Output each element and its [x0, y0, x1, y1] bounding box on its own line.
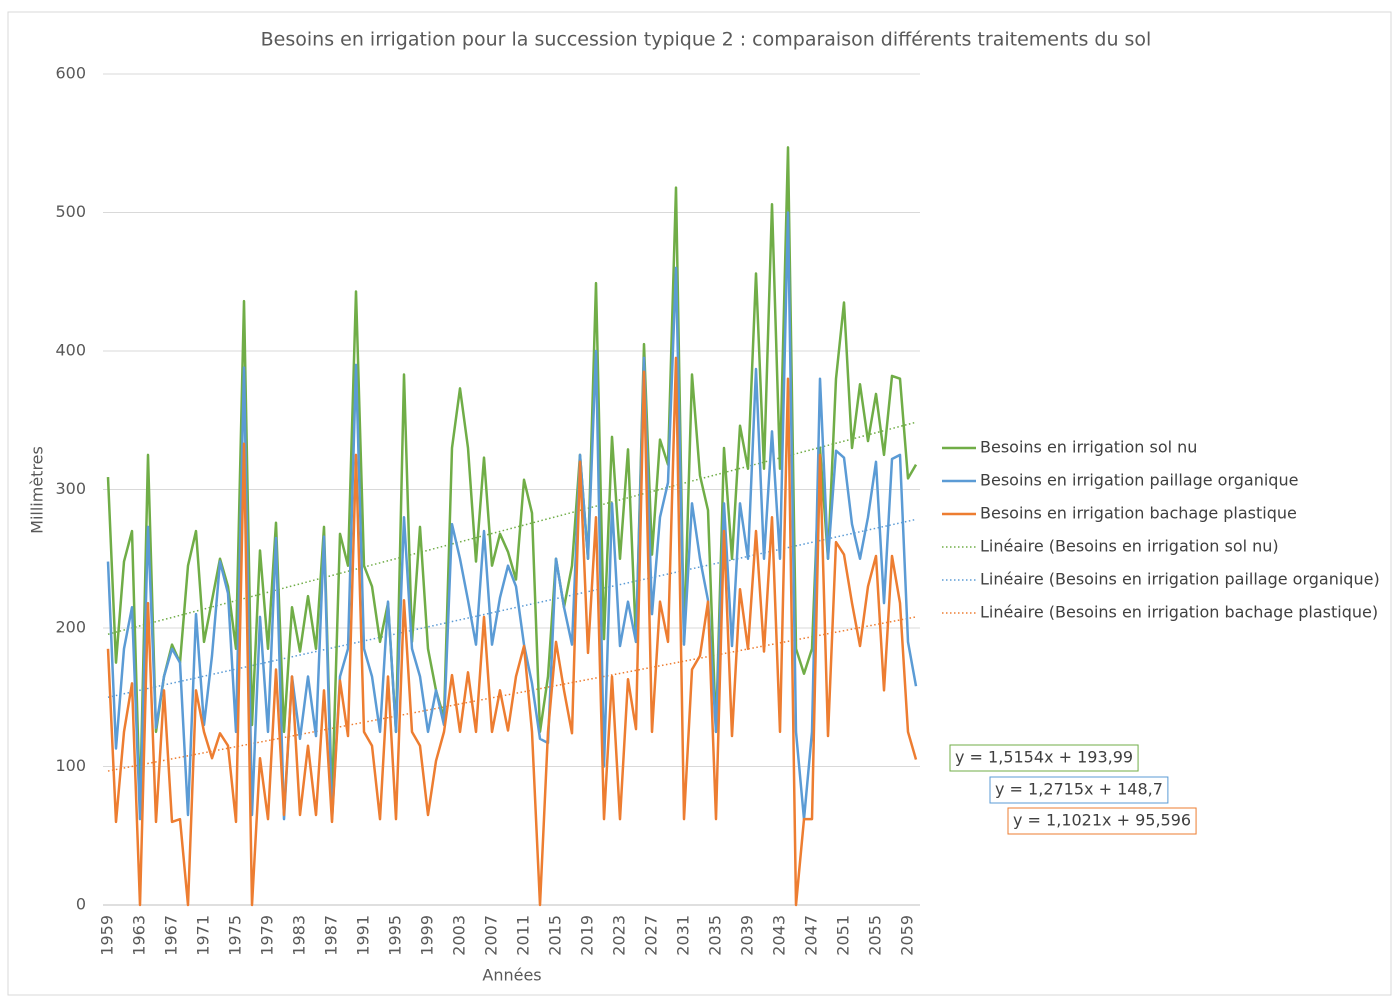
x-tick-label: 1975 — [226, 915, 245, 956]
x-tick-label: 1971 — [194, 915, 213, 956]
legend-label: Besoins en irrigation sol nu — [980, 438, 1197, 457]
x-tick-label: 2027 — [642, 915, 661, 956]
x-tick-label: 2031 — [674, 915, 693, 956]
series-line — [106, 356, 918, 907]
chart-frame — [7, 11, 1392, 996]
series-line — [106, 211, 918, 821]
legend-label: Besoins en irrigation bachage plastique — [980, 504, 1297, 523]
x-tick-label: 2015 — [546, 915, 565, 956]
y-tick-label: 400 — [55, 341, 86, 360]
x-tick-label: 1979 — [258, 915, 277, 956]
x-tick-label: 2003 — [450, 915, 469, 956]
x-tick-label: 2011 — [514, 915, 533, 956]
y-tick-label: 200 — [55, 618, 86, 637]
x-tick-label: 2059 — [898, 915, 917, 956]
x-tick-label: 2035 — [706, 915, 725, 956]
x-tick-label: 2043 — [770, 915, 789, 956]
legend-label: Linéaire (Besoins en irrigation bachage … — [980, 603, 1378, 622]
legend-label: Besoins en irrigation paillage organique — [980, 471, 1298, 490]
y-tick-label: 500 — [55, 202, 86, 221]
x-tick-label: 1983 — [290, 915, 309, 956]
legend-label: Linéaire (Besoins en irrigation sol nu) — [980, 537, 1279, 556]
trendline-equation: y = 1,2715x + 148,7 — [995, 780, 1163, 799]
chart-title: Besoins en irrigation pour la succession… — [261, 29, 1152, 51]
y-axis-title: Millimètres — [28, 446, 47, 534]
y-tick-label: 100 — [55, 756, 86, 775]
equation-box — [949, 744, 1139, 772]
x-tick-label: 1999 — [418, 915, 437, 956]
x-tick-label: 1995 — [386, 915, 405, 956]
x-tick-label: 1991 — [354, 915, 373, 956]
x-tick-label: 2023 — [610, 915, 629, 956]
x-tick-label: 1967 — [162, 915, 181, 956]
equation-box — [1007, 807, 1197, 835]
x-tick-label: 2039 — [738, 915, 757, 956]
series-line — [106, 146, 918, 810]
x-tick-label: 2047 — [802, 915, 821, 956]
x-tick-label: 1963 — [130, 915, 149, 956]
y-tick-label: 600 — [55, 64, 86, 83]
x-axis-title: Années — [482, 966, 541, 985]
equation-box — [989, 776, 1169, 804]
trendline-equation: y = 1,1021x + 95,596 — [1013, 811, 1191, 830]
x-tick-label: 1959 — [98, 915, 117, 956]
x-tick-label: 1987 — [322, 915, 341, 956]
x-tick-label: 2055 — [866, 915, 885, 956]
x-tick-label: 2051 — [834, 915, 853, 956]
y-tick-label: 300 — [55, 479, 86, 498]
x-tick-label: 2007 — [482, 915, 501, 956]
legend-label: Linéaire (Besoins en irrigation paillage… — [980, 570, 1380, 589]
y-tick-label: 0 — [76, 895, 86, 914]
trendline-equation: y = 1,5154x + 193,99 — [955, 748, 1133, 767]
x-tick-label: 2019 — [578, 915, 597, 956]
